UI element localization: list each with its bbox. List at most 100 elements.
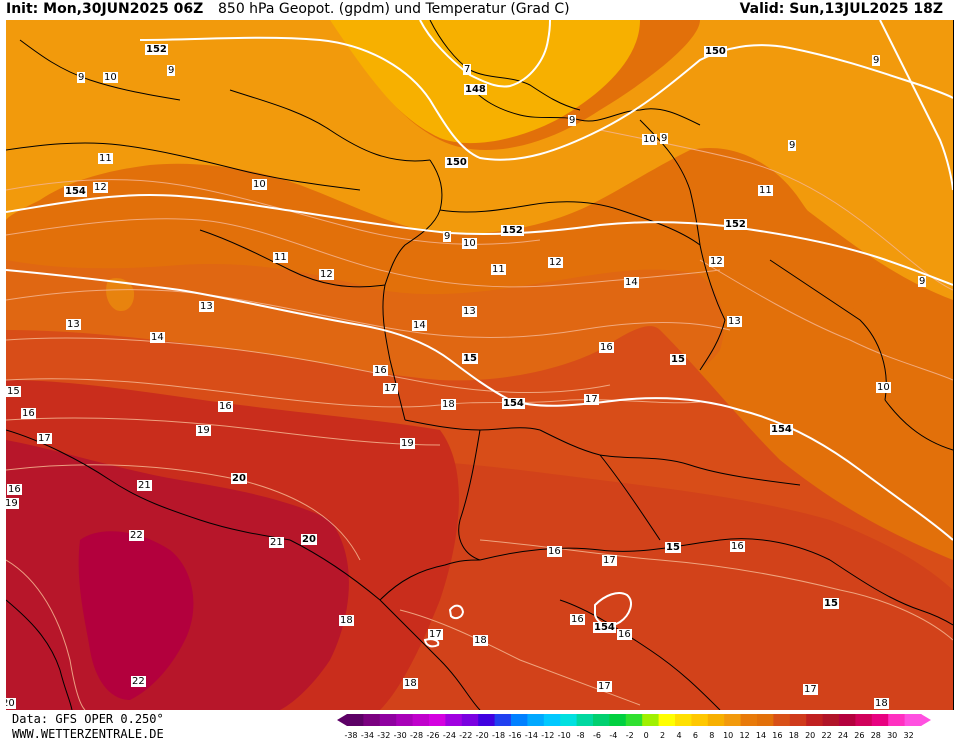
isotherm-label: 16 xyxy=(730,541,745,552)
colorbar-tick-label: 4 xyxy=(676,731,681,740)
geopotential-label: 20 xyxy=(301,534,317,545)
colorbar-tick-label: 28 xyxy=(871,731,881,740)
colorbar-swatch xyxy=(593,714,610,726)
isotherm-label: 16 xyxy=(599,342,614,353)
colorbar-swatch xyxy=(888,714,906,726)
isotherm-label: 16 xyxy=(21,408,36,419)
colorbar-tick-label: 10 xyxy=(723,731,733,740)
colorbar-tick-label: -16 xyxy=(508,731,521,740)
colorbar-swatch xyxy=(609,714,627,726)
colorbar-swatch xyxy=(576,714,594,726)
band-cool-spot xyxy=(106,278,135,312)
map-labels: 9 10 9 7 9 9 9 10 9 11 12 10 11 9 10 11 12 12 9 11 12 13 13 14 1… xyxy=(6,20,953,710)
colorbar-tick-label: 0 xyxy=(644,731,649,740)
colorbar-tick-label: -24 xyxy=(443,731,456,740)
colorbar-swatch xyxy=(691,714,709,726)
colorbar-max-arrow xyxy=(921,714,931,726)
colorbar-swatch xyxy=(461,714,479,726)
weather-map[interactable]: 9 10 9 7 9 9 9 10 9 11 12 10 11 9 10 11 12 12 9 11 12 13 13 14 1… xyxy=(6,20,954,711)
colorbar-tick-label: -34 xyxy=(361,731,374,740)
colorbar-tick-label: 14 xyxy=(756,731,766,740)
colorbar-tick-label: 6 xyxy=(693,731,698,740)
colorbar-swatch xyxy=(560,714,578,726)
isotherm-label: 7 xyxy=(463,64,472,75)
colorbar-swatch xyxy=(707,714,725,726)
isotherm-label: 17 xyxy=(597,681,612,692)
isotherm-label: 16 xyxy=(7,484,22,495)
colorbar-swatch xyxy=(904,714,922,726)
geopotential-label: 154 xyxy=(770,424,793,435)
isotherm-label: 10 xyxy=(462,238,477,249)
isotherm-label: 13 xyxy=(66,319,81,330)
isotherm-label: 17 xyxy=(383,383,398,394)
isotherm-label: 10 xyxy=(876,382,891,393)
colorbar-swatch xyxy=(494,714,512,726)
isotherm-label: 12 xyxy=(319,269,334,280)
isotherm-label: 9 xyxy=(167,65,176,76)
band-ne-warm xyxy=(690,148,890,310)
colorbar-swatch xyxy=(789,714,807,726)
geopotential-label: 154 xyxy=(593,622,616,633)
isotherm-label: 19 xyxy=(6,498,19,509)
colorbar-tick-label: -32 xyxy=(377,731,390,740)
geopotential-label: 15 xyxy=(665,542,681,553)
isotherm-label: 17 xyxy=(602,555,617,566)
geopotential-label: 152 xyxy=(145,44,168,55)
isotherm-label: 16 xyxy=(547,546,562,557)
website-link[interactable]: WWW.WETTERZENTRALE.DE xyxy=(12,727,164,741)
isotherm-label: 21 xyxy=(269,537,284,548)
colorbar-swatch xyxy=(543,714,561,726)
isotherm-label: 12 xyxy=(548,257,563,268)
colorbar-swatch xyxy=(871,714,889,726)
isotherm-label: 9 xyxy=(918,276,927,287)
isotherm-label: 12 xyxy=(93,182,108,193)
isotherm-label: 17 xyxy=(428,629,443,640)
colorbar-tick-label: 32 xyxy=(904,731,914,740)
isotherm-label: 9 xyxy=(77,72,86,83)
geopotential-label: 152 xyxy=(724,219,747,230)
colorbar-tick-label: 8 xyxy=(709,731,714,740)
colorbar-swatch xyxy=(478,714,496,726)
isotherm-label: 9 xyxy=(443,231,452,242)
isotherm-label: 16 xyxy=(218,401,233,412)
isotherm-label: 9 xyxy=(568,115,577,126)
isotherm-label: 17 xyxy=(37,433,52,444)
colorbar-min-arrow xyxy=(337,714,347,726)
colorbar-swatch xyxy=(757,714,774,726)
isotherm-label: 11 xyxy=(98,153,113,164)
colorbar-tick-label: -28 xyxy=(410,731,423,740)
isotherm-label: 18 xyxy=(874,698,889,709)
geopotential-label: 20 xyxy=(231,473,247,484)
colorbar-tick-label: -4 xyxy=(609,731,617,740)
isotherm-label: 13 xyxy=(462,306,477,317)
isotherm-label: 13 xyxy=(199,301,214,312)
colorbar-swatch xyxy=(527,714,545,726)
isotherm-label: 14 xyxy=(624,277,639,288)
colorbar-tick-label: -26 xyxy=(426,731,439,740)
colorbar-tick-label: 30 xyxy=(887,731,897,740)
isotherm-label: 17 xyxy=(584,394,599,405)
isotherm-label: 15 xyxy=(6,386,21,397)
isotherm-label: 9 xyxy=(660,133,669,144)
colorbar-swatch xyxy=(642,714,660,726)
isotherm-label: 10 xyxy=(103,72,118,83)
colorbar-swatch xyxy=(511,714,528,726)
isotherm-label: 14 xyxy=(150,332,165,343)
isotherm-label: 18 xyxy=(403,678,418,689)
colorbar-tick-label: -6 xyxy=(593,731,601,740)
geopotential-label: 150 xyxy=(445,157,468,168)
geopotential-label: 15 xyxy=(462,353,478,364)
colorbar-swatch xyxy=(412,714,430,726)
colorbar-swatch xyxy=(855,714,873,726)
colorbar-swatch xyxy=(740,714,758,726)
isotherm-label: 13 xyxy=(727,316,742,327)
colorbar-tick-label: 24 xyxy=(838,731,848,740)
colorbar-tick-label: -18 xyxy=(492,731,505,740)
isotherm-label: 18 xyxy=(339,615,354,626)
colorbar-swatch xyxy=(806,714,824,726)
colorbar-tick-label: -8 xyxy=(577,731,585,740)
isotherm-label: 9 xyxy=(788,140,797,151)
isotherm-label: 16 xyxy=(570,614,585,625)
map-canvas[interactable] xyxy=(6,20,953,710)
band-22 xyxy=(78,531,194,700)
